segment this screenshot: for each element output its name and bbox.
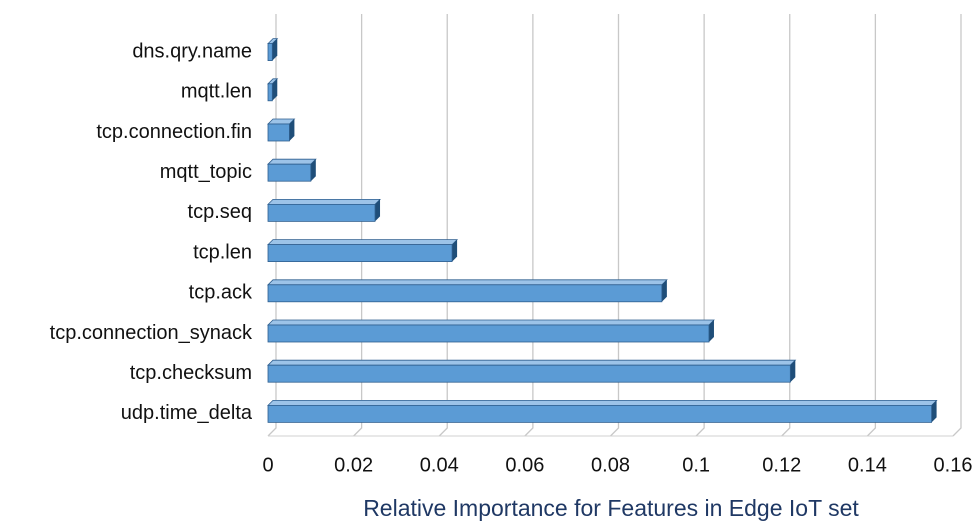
grid-line: [438, 14, 448, 437]
bar-side: [661, 279, 667, 302]
bar-top: [267, 319, 715, 326]
bar: [267, 244, 453, 263]
bar-side: [272, 78, 278, 101]
y-tick-label: dns.qry.name: [132, 40, 252, 62]
bar-top: [267, 279, 668, 286]
y-tick-label: tcp.checksum: [130, 362, 252, 384]
bar-side: [310, 159, 316, 182]
y-tick-label: mqtt.len: [181, 81, 252, 103]
bar-side: [931, 400, 937, 423]
x-tick-label: 0.14: [848, 454, 887, 476]
x-tick-label: 0.06: [505, 454, 544, 476]
x-tick-label: 0.04: [420, 454, 459, 476]
x-tick-label: 0.12: [762, 454, 801, 476]
x-tick-label: 0.08: [591, 454, 630, 476]
y-tick-label: tcp.connection_synack: [50, 322, 253, 344]
bar-side: [375, 199, 381, 222]
x-tick-label: 0: [262, 454, 273, 476]
grid-line: [695, 14, 705, 437]
y-tick-label: mqtt_topic: [160, 161, 252, 183]
bar-top: [267, 359, 797, 366]
y-tick-label: tcp.len: [193, 241, 252, 263]
x-tick-label: 0.02: [334, 454, 373, 476]
y-tick-label: tcp.connection.fin: [96, 121, 252, 143]
y-tick-label: tcp.ack: [189, 282, 253, 304]
y-tick-label: tcp.seq: [188, 201, 252, 223]
y-tick-label: udp.time_delta: [121, 402, 253, 424]
bar: [267, 163, 312, 182]
bar-side: [708, 320, 714, 342]
bar-top: [267, 399, 938, 406]
bar-top: [267, 239, 459, 246]
grid-line: [610, 14, 620, 437]
bar: [267, 404, 932, 423]
x-tick-label: 0.1: [682, 454, 710, 476]
grid-line: [952, 14, 962, 437]
bar-side: [272, 38, 278, 61]
bar: [267, 364, 791, 383]
bar-side: [790, 360, 796, 383]
x-tick-label: 0.16: [934, 454, 973, 476]
grid-line: [866, 14, 877, 437]
bar-side: [452, 239, 458, 262]
grid-line: [781, 14, 791, 437]
grid-line: [353, 14, 363, 437]
grid-line: [524, 14, 534, 437]
bar: [267, 324, 710, 343]
bar-top: [267, 158, 317, 165]
bar: [267, 83, 273, 102]
bar: [267, 43, 273, 61]
bar-side: [289, 119, 295, 141]
bar: [267, 284, 663, 303]
bar: [267, 123, 290, 142]
grid-line: [267, 14, 277, 437]
x-axis-title: Relative Importance for Features in Edge…: [363, 495, 859, 521]
bar: [267, 203, 376, 222]
bar-top: [267, 198, 381, 205]
